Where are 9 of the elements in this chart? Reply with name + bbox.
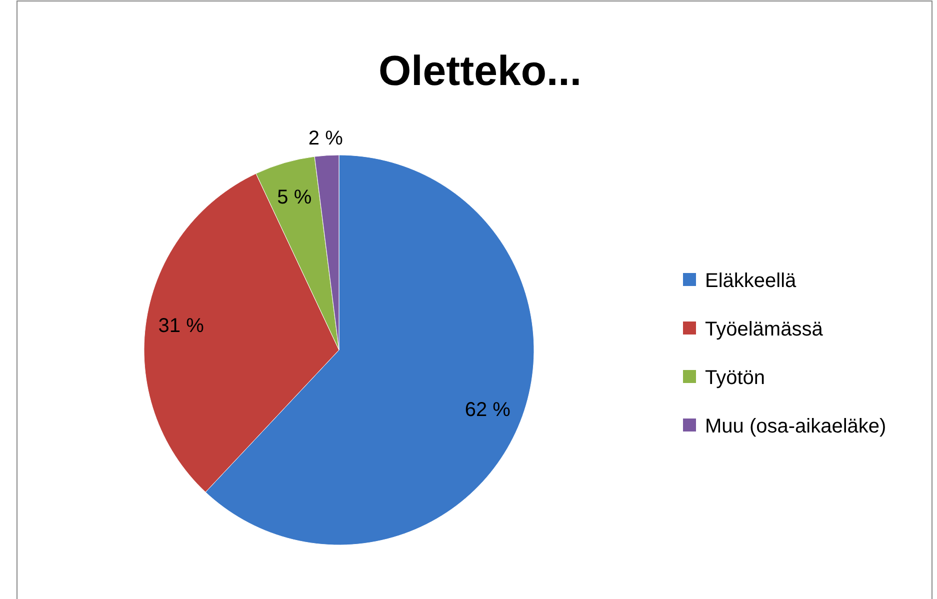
data-label: 31 % (158, 314, 204, 337)
legend-label: Eläkkeellä (705, 270, 798, 292)
chart-title: Oletteko... (378, 47, 582, 94)
legend-label: Muu (osa-aikaeläke) (705, 416, 886, 438)
data-label: 2 % (308, 127, 344, 150)
data-label: 62 % (464, 398, 511, 421)
data-label: 5 % (277, 186, 312, 208)
legend-label: Työelämässä (705, 318, 824, 340)
legend-label: Työtön (705, 367, 766, 389)
